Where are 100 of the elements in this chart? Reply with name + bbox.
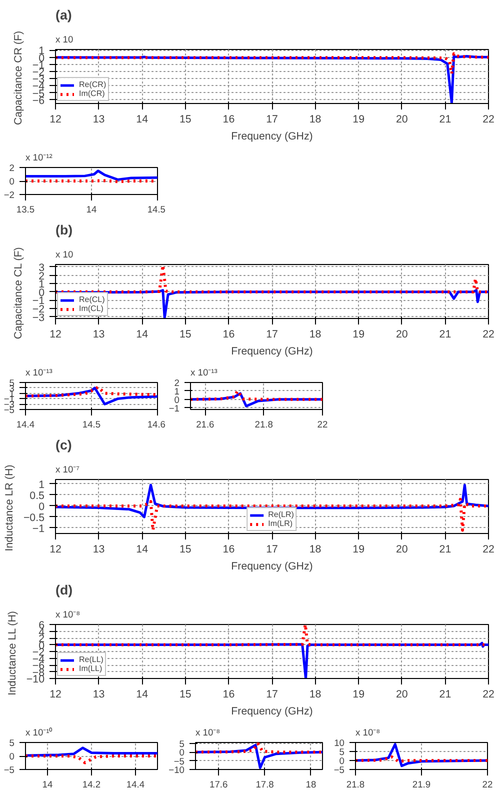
y-tick-label: 1 xyxy=(174,386,180,396)
line-series xyxy=(56,52,488,76)
x-tick-label: 15 xyxy=(179,328,192,340)
x-tick-label: 22 xyxy=(482,688,494,700)
x-axis-title: Frequency (GHz) xyxy=(231,130,313,142)
y-tick-label: 1 xyxy=(38,478,45,491)
x-tick-label: 14.4 xyxy=(16,420,35,430)
x-tick-label: 19 xyxy=(352,544,365,556)
x-tick-label: 14.2 xyxy=(82,780,101,790)
y-tick-label: 2 xyxy=(9,163,15,173)
y-tick-label: −5 xyxy=(4,765,15,775)
x-tick-label: 20 xyxy=(396,328,408,340)
x-tick-label: 14.5 xyxy=(147,204,166,214)
x-tick-label: 14 xyxy=(136,114,148,126)
y-tick-label: 0 xyxy=(174,394,180,405)
text: x 10⁻¹³ xyxy=(26,368,52,378)
y-tick-label: −10 xyxy=(168,765,185,775)
text: x 10⁻¹⁰ xyxy=(26,728,54,738)
y-tick-label: 0 xyxy=(9,176,15,186)
x-tick-label: 16 xyxy=(222,114,235,126)
x-tick-label: 18 xyxy=(309,114,322,126)
legend-label: Re(CR) xyxy=(79,80,106,89)
x-tick-label: 17.6 xyxy=(210,780,228,790)
x-tick-label: 15 xyxy=(179,114,192,126)
x-tick-label: 17 xyxy=(266,688,278,700)
y-tick-label: −0.5 xyxy=(23,512,45,524)
x-tick-label: 20 xyxy=(396,688,408,700)
line-series xyxy=(26,170,158,181)
x-tick-label: 22 xyxy=(482,114,494,126)
y-tick-label: −5 xyxy=(174,756,185,766)
x-tick-label: 13.5 xyxy=(16,204,35,214)
chart-title: (d) xyxy=(56,582,73,598)
x-tick-label: 16 xyxy=(222,544,235,556)
x-tick-label: 19 xyxy=(352,328,365,340)
text: x 10⁻⁸ xyxy=(56,610,80,620)
x-tick-label: 16 xyxy=(222,328,235,340)
x-tick-label: 14 xyxy=(86,204,97,214)
y-tick-label: −1 xyxy=(168,403,180,414)
x-tick-label: 14 xyxy=(136,328,148,340)
x-tick-label: 20 xyxy=(396,114,408,126)
x-tick-label: 20 xyxy=(396,544,408,556)
x-axis-title: Frequency (GHz) xyxy=(231,560,313,572)
x-tick-label: 13 xyxy=(92,114,105,126)
y-tick-label: 5 xyxy=(339,747,345,757)
legend-label: Im(CL) xyxy=(79,304,104,313)
y-tick-label: −3 xyxy=(32,312,45,324)
x-tick-label: 12 xyxy=(50,544,62,556)
x-tick-label: 21 xyxy=(439,688,452,700)
x-tick-label: 16 xyxy=(222,688,235,700)
line-series xyxy=(196,742,322,754)
x-tick-label: 14.4 xyxy=(126,780,145,790)
x-tick-label: 22 xyxy=(482,328,494,340)
x-tick-label: 19 xyxy=(352,688,365,700)
legend-label: Re(CL) xyxy=(79,295,105,304)
legend-label: Re(LL) xyxy=(79,655,104,664)
x-tick-label: 17 xyxy=(266,114,278,126)
y-axis-title: Inductance LR (H) xyxy=(3,464,16,552)
x-tick-label: 17.8 xyxy=(256,780,274,790)
y-axis-title: Capacitance CR (F) xyxy=(12,30,24,126)
x-tick-label: 21.6 xyxy=(196,420,214,430)
x-tick-label: 13 xyxy=(92,688,105,700)
y-tick-label: 5 xyxy=(9,378,15,388)
y-tick-label: −5 xyxy=(334,765,345,775)
legend-label: Im(LR) xyxy=(268,519,293,528)
y-tick-label: −10 xyxy=(26,674,45,686)
chart-title: (a) xyxy=(56,8,72,22)
y-tick-label: 0 xyxy=(9,752,15,762)
x-tick-label: 22 xyxy=(317,420,328,430)
x-tick-label: 19 xyxy=(352,114,365,126)
x-tick-label: 18 xyxy=(309,328,322,340)
y-tick-label: 5 xyxy=(9,738,15,748)
x-tick-label: 21.8 xyxy=(254,420,273,430)
text: x 10⁻¹² xyxy=(26,152,52,162)
chart-title: (c) xyxy=(56,438,72,452)
y-axis-title: Capacitance CL (F) xyxy=(12,247,24,340)
legend-label: Im(LL) xyxy=(79,664,102,673)
x-tick-label: 14 xyxy=(136,544,148,556)
text: x 10⁻⁸ xyxy=(196,728,220,738)
x-tick-label: 13 xyxy=(92,544,105,556)
text: x 10⁻⁸ xyxy=(356,728,380,738)
x-tick-label: 22 xyxy=(482,780,493,790)
x-tick-label: 21.9 xyxy=(412,780,431,790)
x-tick-label: 12 xyxy=(50,114,62,126)
text: x 10 xyxy=(56,34,74,44)
x-tick-label: 22 xyxy=(482,544,494,556)
x-axis-title: Frequency (GHz) xyxy=(231,346,313,358)
y-tick-label: −2 xyxy=(4,190,15,200)
x-tick-label: 14.6 xyxy=(147,420,166,430)
y-tick-label: 0.5 xyxy=(30,490,45,502)
y-tick-label: 10 xyxy=(334,738,345,748)
line-series xyxy=(56,498,488,532)
text: x 10⁻¹³ xyxy=(190,368,218,378)
x-tick-label: 17 xyxy=(266,328,278,340)
x-tick-label: 14.5 xyxy=(82,420,101,430)
x-tick-label: 18 xyxy=(306,780,316,790)
x-tick-label: 13 xyxy=(92,328,105,340)
y-tick-label: 5 xyxy=(179,738,185,749)
x-tick-label: 21 xyxy=(439,114,452,126)
y-tick-label: 0 xyxy=(339,756,345,766)
y-axis-title: Inductance LL (H) xyxy=(6,611,18,696)
